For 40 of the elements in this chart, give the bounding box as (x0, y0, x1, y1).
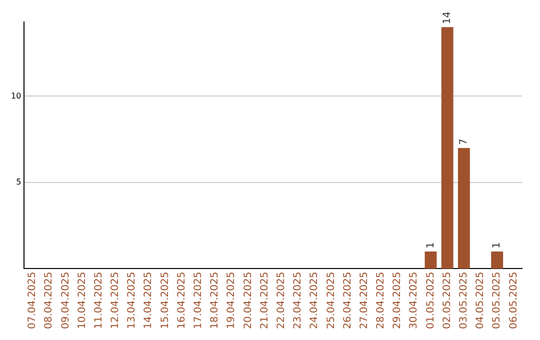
data-label: 7 (458, 138, 470, 145)
x-tick-label: 23.04.2025 (292, 272, 304, 330)
data-label: 1 (492, 242, 503, 248)
x-tick-label: 29.04.2025 (392, 272, 404, 330)
x-tick-label: 12.04.2025 (110, 272, 122, 330)
x-tick-label: 19.04.2025 (226, 272, 238, 330)
x-tick-label: 06.05.2025 (508, 272, 520, 330)
x-tick-label: 15.04.2025 (160, 272, 171, 330)
x-tick-label: 10.04.2025 (76, 272, 88, 330)
x-tick-label: 01.05.2025 (425, 272, 436, 330)
x-tick-label: 14.04.2025 (143, 272, 154, 330)
bar (424, 251, 437, 269)
bar (491, 251, 504, 269)
data-label: 14 (442, 11, 453, 24)
x-tick-label: 13.04.2025 (126, 272, 138, 330)
x-tick-label: 25.04.2025 (326, 272, 337, 330)
x-tick-label: 27.04.2025 (358, 272, 370, 330)
y-tick-label: 5 (16, 178, 22, 187)
x-tick-label: 08.04.2025 (44, 272, 55, 330)
x-tick-label: 11.04.2025 (93, 272, 104, 330)
x-tick-label: 18.04.2025 (210, 272, 221, 330)
x-tick-label: 02.05.2025 (442, 272, 453, 330)
x-tick-label: 26.04.2025 (342, 272, 354, 330)
x-tick-label: 28.04.2025 (376, 272, 387, 330)
data-label: 1 (425, 242, 436, 248)
x-tick-label: 20.04.2025 (242, 272, 254, 330)
x-tick-label: 04.05.2025 (475, 272, 486, 330)
x-tick-label: 24.04.2025 (309, 272, 320, 330)
x-tick-label: 16.04.2025 (176, 272, 188, 330)
x-tick-label: 09.04.2025 (60, 272, 72, 330)
x-tick-label: 03.05.2025 (458, 272, 470, 330)
x-tick-label: 21.04.2025 (259, 272, 270, 330)
bar (441, 27, 454, 269)
x-tick-label: 05.05.2025 (492, 272, 503, 330)
x-tick-label: 17.04.2025 (193, 272, 204, 330)
y-tick-label: 10 (10, 91, 22, 100)
x-tick-label: 22.04.2025 (276, 272, 287, 330)
x-tick-label: 07.04.2025 (27, 272, 38, 330)
x-tick-label: 30.04.2025 (408, 272, 420, 330)
bar (458, 148, 470, 269)
